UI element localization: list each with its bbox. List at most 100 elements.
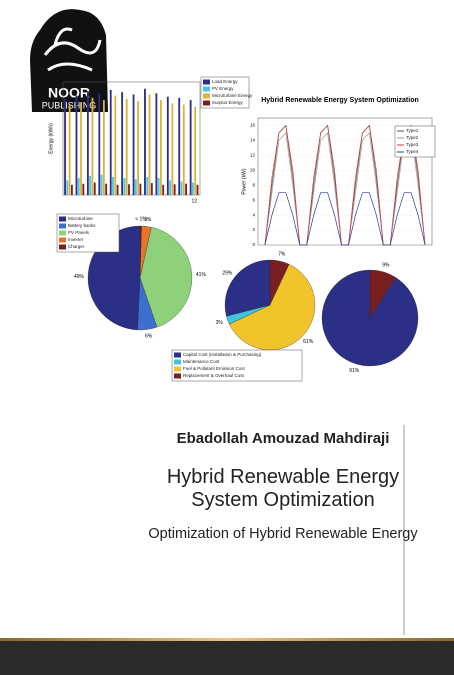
legend-label: Surplus Energy [212,100,244,105]
legend-swatch [174,359,181,365]
bar [150,183,153,195]
legend-label: Load Energy [212,79,238,84]
legend-box [56,213,120,253]
y-tick-label: 2 [252,227,255,232]
legend-label: Inverter [68,237,84,242]
bar [144,88,146,195]
x-tick-label: 12 [192,198,198,204]
pie-slice [321,269,419,367]
logo-shape [30,9,108,112]
bar [166,96,169,195]
axis-label: Energy (kWh) [48,123,54,154]
y-tick-label: 8 [252,182,255,187]
bar [194,106,197,195]
bar [162,184,165,195]
y-tick-label: 16 [250,123,256,128]
slice-label: 49% [74,274,85,280]
slice-label: < 1% [135,216,147,222]
bar [180,181,183,195]
bar [116,184,119,195]
bar [121,92,124,195]
bar [173,184,176,195]
legend-label: PV Energy [212,86,234,91]
bar [196,184,199,195]
legend-label: Microturbine [68,216,93,221]
legend-swatch [203,86,210,92]
legend-label: Microturbine Energy [212,93,253,98]
legend-label: PV Panels [68,230,90,235]
gold-band [0,638,454,641]
legend-swatch [203,93,210,99]
legend-swatch [203,79,210,85]
slice-label: 7% [278,252,286,258]
author: Ebadollah Amouzad Mahdiraji [176,430,390,447]
y-tick-label: 12 [250,153,256,158]
bar [189,100,192,195]
legend-label: Battery banks [68,223,96,228]
bar [98,93,101,195]
legend-swatch [59,216,66,222]
bar [89,175,92,195]
bar [169,180,172,195]
slice-label: 61% [303,339,314,345]
bar [155,93,158,195]
bar [125,98,128,195]
y-tick-label: 4 [252,212,255,217]
y-tick-label: 10 [250,167,256,172]
legend-label: Charger [68,244,85,249]
bar [157,178,160,195]
book-title: Hybrid Renewable Energy System Optimizat… [166,466,400,511]
pie-slice [229,264,316,351]
bar [66,180,69,195]
logo-calligraphy [43,27,102,72]
slice-label: 3% [144,217,152,223]
bar [93,182,96,195]
legend-swatch [174,366,181,372]
bar [102,100,105,195]
bar [64,98,66,195]
slice-label: 91% [349,368,360,374]
slice-label: 29% [222,270,233,276]
bar [91,97,94,195]
logo-name: NOOR [48,85,90,101]
pie-slice [224,259,271,317]
bar [132,94,135,195]
plot-frame [62,81,201,196]
y-tick-label: 0 [252,242,255,247]
bar [148,94,151,195]
bar [171,103,174,195]
legend-swatch [174,352,181,358]
legend-label: Type3 [406,142,419,147]
subtitle: Optimization of Hybrid Renewable Energy [148,526,418,542]
bar [75,95,78,195]
bar [128,184,130,195]
legend-label: Type2 [406,135,419,140]
legend-swatch [203,100,210,106]
slice-label: 3% [216,320,224,326]
bar [146,176,149,195]
legend-label: Replacement & Overhaul Cost [183,373,245,378]
bar [70,184,73,195]
bar [100,174,103,195]
legend-label: Capital Cost (Installation & Purchasing) [183,352,262,357]
bar [139,183,142,195]
bar [185,183,187,195]
legend-box [171,349,303,382]
legend-swatch [59,230,66,236]
legend-swatch [59,237,66,243]
y-tick-label: 14 [250,138,256,143]
bottom-band [0,641,454,675]
slice-label: 9% [382,263,390,269]
pie-slice [139,227,193,328]
y-tick-label: 6 [252,197,255,202]
slice-label: 41% [196,272,207,278]
bar [178,97,181,195]
figure-title: Hybrid Renewable Energy System Optimizat… [261,97,419,104]
bar [86,91,89,195]
series-line [264,192,426,246]
bar [182,104,185,195]
bar [68,104,71,195]
legend-label: Maintenance Cost [183,359,220,364]
